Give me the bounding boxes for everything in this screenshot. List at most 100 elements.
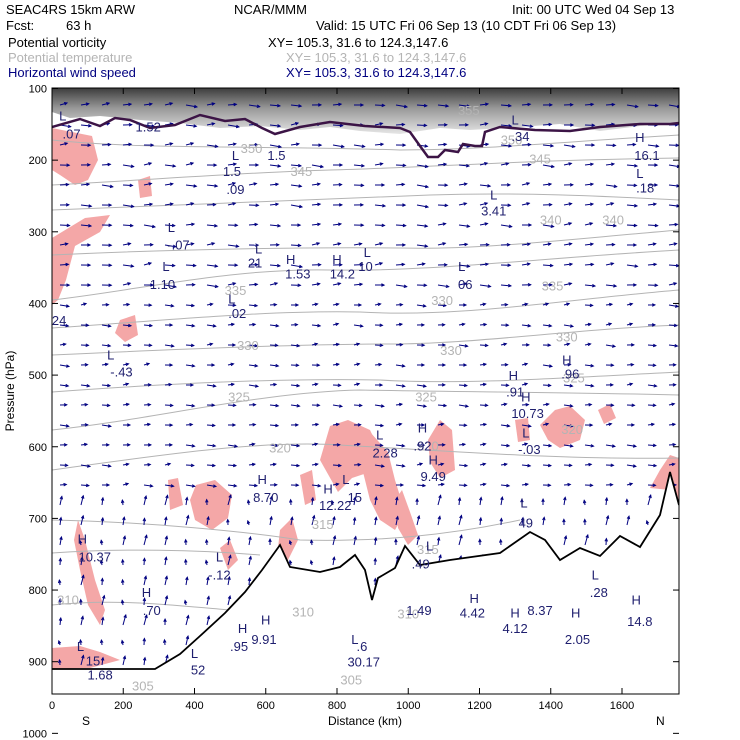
wind-arrow-head bbox=[478, 538, 482, 543]
wind-arrow-head bbox=[442, 222, 447, 226]
wind-arrow-head bbox=[272, 462, 277, 467]
pv-region bbox=[190, 480, 232, 530]
wind-arrow-head bbox=[127, 343, 132, 348]
wind-arrow-head bbox=[125, 362, 130, 367]
extremum-label: 4.42 bbox=[460, 605, 485, 620]
wind-arrow-head bbox=[444, 203, 449, 208]
wind-arrow-head bbox=[88, 204, 93, 208]
wind-arrow-head bbox=[484, 202, 489, 206]
wind-arrow bbox=[458, 264, 470, 267]
wind-arrow-head bbox=[277, 124, 282, 128]
wind-arrow-head bbox=[423, 283, 428, 288]
wind-arrow bbox=[206, 384, 216, 387]
wind-arrow-head bbox=[212, 324, 217, 328]
wind-arrow-head bbox=[332, 534, 337, 540]
wind-arrow bbox=[437, 304, 446, 307]
wind-arrow-head bbox=[671, 462, 676, 467]
wind-arrow bbox=[584, 183, 594, 186]
wind-arrow-head bbox=[504, 302, 509, 307]
wind-arrow bbox=[500, 284, 511, 287]
extremum-label: L bbox=[592, 567, 599, 582]
wind-arrow bbox=[206, 324, 216, 327]
field-xy-wind: XY= 105.3, 31.6 to 124.3,147.6 bbox=[286, 65, 467, 80]
wind-arrow bbox=[269, 282, 278, 286]
wind-arrow-head bbox=[547, 343, 552, 347]
wind-arrow bbox=[164, 576, 168, 586]
theta-label: 340 bbox=[602, 213, 624, 228]
wind-arrow-head bbox=[107, 424, 112, 428]
wind-arrow bbox=[374, 163, 383, 166]
wind-arrow-head bbox=[171, 223, 176, 228]
wind-arrow-head bbox=[548, 323, 553, 328]
wind-arrow bbox=[353, 324, 363, 327]
wind-arrow-head bbox=[127, 423, 132, 427]
wind-arrow-head bbox=[171, 263, 176, 268]
wind-arrow-head bbox=[478, 516, 483, 521]
wind-arrow bbox=[584, 534, 589, 546]
wind-arrow-head bbox=[507, 263, 512, 267]
wind-arrow bbox=[521, 182, 530, 186]
wind-arrow-head bbox=[167, 462, 172, 466]
wind-arrow-head bbox=[214, 264, 219, 268]
wind-arrow bbox=[290, 384, 300, 387]
wind-arrow bbox=[374, 404, 384, 407]
wind-arrow bbox=[332, 516, 335, 526]
wind-arrow-head bbox=[403, 104, 409, 109]
wind-arrow-head bbox=[524, 482, 530, 487]
wind-arrow bbox=[500, 162, 509, 166]
x-tick-label: 800 bbox=[328, 700, 346, 712]
extremum-label: 06 bbox=[458, 277, 472, 292]
wind-arrow-head bbox=[58, 616, 63, 622]
wind-arrow bbox=[437, 537, 440, 546]
extremum-label: H bbox=[562, 352, 571, 367]
wind-arrow-head bbox=[335, 302, 340, 307]
wind-arrow bbox=[269, 144, 282, 148]
extremum-label: H bbox=[332, 252, 341, 267]
wind-arrow-head bbox=[352, 516, 357, 521]
wind-arrow-head bbox=[529, 124, 534, 128]
wind-arrow-head bbox=[652, 343, 658, 348]
wind-arrow-head bbox=[676, 184, 679, 188]
wind-arrow-head bbox=[311, 514, 316, 519]
wind-arrow bbox=[185, 264, 196, 267]
tropopause-contour bbox=[52, 113, 679, 159]
wind-arrow-head bbox=[673, 242, 678, 246]
wind-arrow-head bbox=[275, 243, 280, 247]
wind-arrow bbox=[59, 324, 69, 327]
wind-arrow-head bbox=[107, 464, 112, 468]
wind-arrow bbox=[479, 344, 488, 347]
wind-arrow-head bbox=[653, 262, 658, 267]
wind-arrow-head bbox=[232, 142, 237, 146]
wind-arrow-head bbox=[563, 534, 568, 540]
wind-arrow bbox=[542, 264, 553, 267]
extremum-label: H bbox=[632, 592, 641, 607]
wind-arrow-head bbox=[484, 162, 489, 166]
wind-arrow-head bbox=[288, 559, 293, 564]
wind-arrow-head bbox=[230, 382, 235, 387]
wind-arrow bbox=[59, 617, 62, 626]
wind-arrow-head bbox=[169, 363, 174, 367]
wind-arrow-head bbox=[232, 282, 237, 286]
wind-arrow-head bbox=[315, 422, 320, 427]
wind-arrow bbox=[563, 444, 573, 447]
wind-arrow-head bbox=[373, 536, 378, 541]
wind-arrow-head bbox=[358, 403, 363, 408]
wind-arrow-head bbox=[651, 303, 657, 307]
wind-arrow-head bbox=[290, 516, 294, 521]
wind-arrow-head bbox=[149, 202, 154, 207]
wind-arrow-head bbox=[232, 162, 238, 167]
theta-label: 325 bbox=[415, 390, 437, 405]
y-tick-label: 400 bbox=[29, 298, 47, 310]
wind-arrow-head bbox=[108, 263, 113, 267]
wind-arrow bbox=[122, 143, 132, 146]
wind-arrow-head bbox=[127, 242, 132, 246]
wind-arrow-head bbox=[246, 519, 251, 525]
wind-arrow bbox=[143, 224, 155, 228]
wind-arrow-head bbox=[214, 144, 219, 148]
wind-arrow-head bbox=[548, 364, 554, 368]
model-title: SEAC4RS 15km ARW bbox=[6, 2, 136, 17]
wind-arrow-head bbox=[380, 404, 385, 408]
wind-arrow-head bbox=[86, 163, 91, 167]
wind-arrow-head bbox=[374, 516, 378, 521]
wind-arrow bbox=[416, 104, 427, 107]
